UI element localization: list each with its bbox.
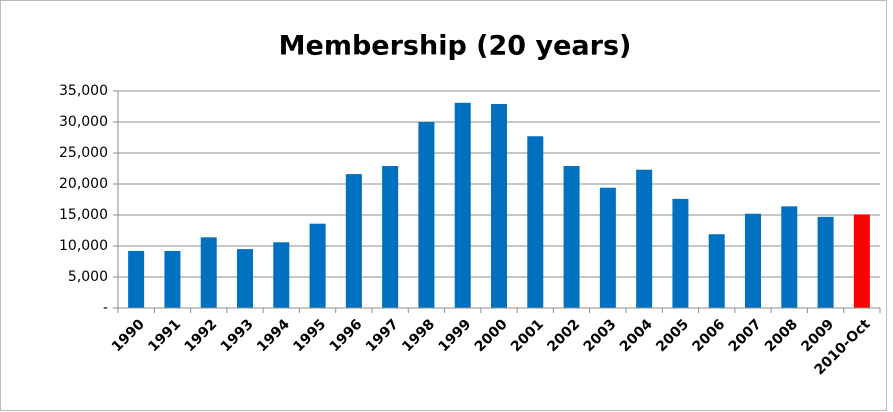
bar: [817, 216, 834, 308]
bar: [200, 237, 217, 308]
bar: [382, 166, 399, 308]
bar: [309, 223, 326, 308]
bar: [164, 250, 181, 308]
bar: [345, 174, 362, 308]
y-tick-label: -: [103, 300, 108, 316]
bar: [237, 249, 253, 308]
bar: [563, 166, 580, 308]
y-tick-label: 20,000: [59, 176, 108, 192]
y-tick-label: 30,000: [59, 114, 108, 130]
bar: [672, 198, 689, 308]
y-tick-label: 15,000: [59, 207, 108, 223]
chart-title: Membership (20 years): [279, 31, 632, 62]
bar: [273, 242, 290, 308]
bar: [491, 104, 507, 309]
bar: [599, 187, 616, 308]
bar: [454, 102, 471, 308]
bar: [128, 250, 145, 308]
bar: [527, 136, 544, 308]
bar: [708, 234, 725, 308]
bar: [418, 122, 435, 308]
y-tick-label: 10,000: [59, 238, 108, 254]
bar: [745, 213, 761, 308]
y-tick-label: 25,000: [59, 145, 108, 161]
y-tick-label: 35,000: [59, 83, 108, 99]
bar: [853, 214, 870, 308]
y-tick-label: 5,000: [68, 269, 108, 285]
bar: [636, 169, 653, 308]
bar: [781, 206, 798, 308]
